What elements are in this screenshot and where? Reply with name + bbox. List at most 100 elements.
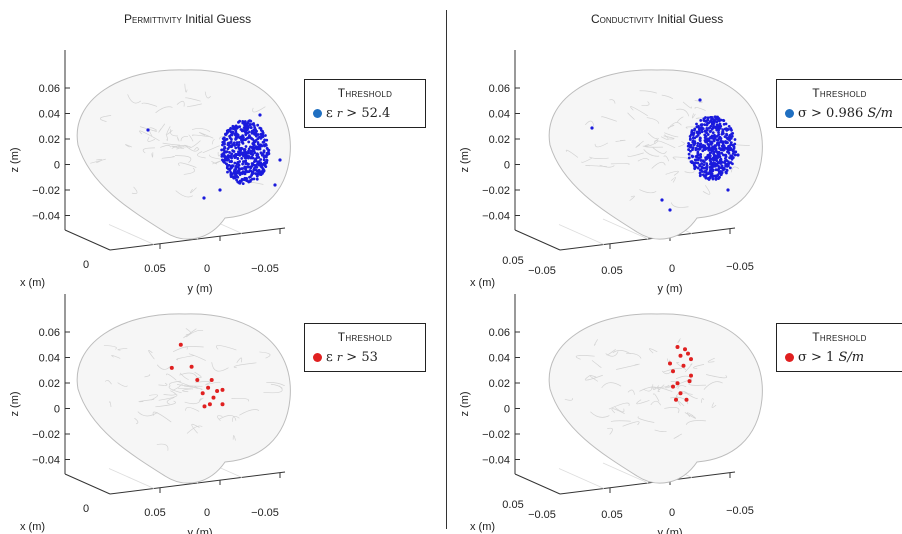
data-point <box>237 140 241 144</box>
y-tick-label: 0.05 <box>144 263 165 275</box>
data-point <box>223 158 227 162</box>
legend-title: Threshold <box>337 86 393 100</box>
data-point <box>258 113 262 117</box>
data-point <box>222 140 226 144</box>
data-point <box>226 143 230 147</box>
data-point <box>699 155 703 158</box>
data-point <box>720 151 724 155</box>
data-point <box>248 130 251 134</box>
data-point <box>696 133 700 137</box>
grid-line <box>558 224 605 245</box>
data-point <box>728 166 732 170</box>
data-point <box>708 158 712 162</box>
data-point <box>254 172 258 176</box>
data-point <box>211 395 216 400</box>
data-point <box>721 153 725 157</box>
data-point <box>707 147 711 151</box>
data-point <box>247 140 251 144</box>
data-point <box>711 175 715 179</box>
data-point <box>719 158 723 162</box>
data-point <box>721 118 725 122</box>
data-point <box>691 155 694 159</box>
data-point <box>711 131 715 135</box>
y-axis-label: y (m) <box>187 283 212 295</box>
data-point <box>721 130 724 134</box>
data-point <box>223 142 226 146</box>
data-point <box>230 152 234 156</box>
data-point <box>234 146 238 150</box>
data-points <box>590 98 740 212</box>
data-point <box>700 129 704 133</box>
plot-conductivity-1: 0.06 0.04 0.02 0 −0.02 −0.04 z (m) 0.05 −0.05 0.0… <box>450 284 890 534</box>
data-point <box>689 373 693 378</box>
data-point <box>263 155 267 158</box>
title-rest: Initial Guess <box>653 12 724 26</box>
legend-marker <box>785 109 794 118</box>
z-tick-label: 0.02 <box>489 378 510 390</box>
data-point <box>236 169 240 173</box>
data-point <box>708 126 712 130</box>
legend-marker <box>785 353 794 362</box>
data-point <box>244 169 248 172</box>
data-point <box>726 160 730 164</box>
data-point <box>712 139 716 143</box>
data-point <box>728 144 732 148</box>
grid-line <box>108 468 155 489</box>
data-point <box>678 391 683 396</box>
data-point <box>710 115 713 119</box>
z-tick-label: 0.02 <box>489 134 510 146</box>
data-point <box>716 142 720 145</box>
data-point <box>694 155 698 158</box>
chart-svg: 0.06 0.04 0.02 0 −0.02 −0.04 z (m) 0 0.05 0 −0.05 x… <box>9 50 291 295</box>
data-point <box>696 142 700 145</box>
data-point <box>723 159 727 163</box>
data-point <box>688 145 691 148</box>
data-point <box>273 183 277 187</box>
data-point <box>169 365 174 370</box>
data-point <box>262 161 266 165</box>
data-point <box>700 123 704 126</box>
legend-label: σ > 1 S/m <box>798 350 865 365</box>
plot-permittivity-52-4: 0.06 0.04 0.02 0 −0.02 −0.04 z (m) 0 0.05 0 −0.05 x… <box>0 40 440 295</box>
data-point <box>724 122 728 126</box>
legend-title: Threshold <box>812 330 867 344</box>
data-point <box>229 154 233 158</box>
data-points <box>169 342 225 409</box>
data-point <box>674 397 678 402</box>
data-point <box>237 167 241 170</box>
y-tick-label: −0.05 <box>251 263 279 275</box>
data-point <box>250 162 254 165</box>
data-point <box>222 149 226 153</box>
data-point <box>146 128 150 132</box>
data-point <box>244 133 248 137</box>
data-point <box>224 138 227 142</box>
data-point <box>702 146 706 150</box>
grid-line <box>108 224 155 245</box>
data-point <box>668 361 672 366</box>
z-axis-label: z (m) <box>9 391 21 416</box>
data-point <box>711 145 715 149</box>
data-point <box>243 172 247 176</box>
legend-marker <box>313 353 322 362</box>
data-point <box>706 116 710 120</box>
data-point <box>718 135 722 139</box>
data-point <box>238 179 242 183</box>
data-point <box>256 160 260 164</box>
data-point <box>726 163 729 167</box>
data-point <box>254 165 257 169</box>
data-point <box>260 153 264 157</box>
data-point <box>710 172 714 176</box>
data-point <box>231 164 235 168</box>
data-point <box>259 128 263 132</box>
data-point <box>731 156 735 160</box>
legend-threshold: Threshold ε r > 53 <box>304 323 426 372</box>
data-point <box>230 138 233 141</box>
data-point <box>702 163 706 167</box>
data-point <box>715 117 718 121</box>
data-point <box>262 150 266 154</box>
data-point <box>697 128 701 131</box>
data-point <box>698 138 702 142</box>
data-point <box>717 171 721 175</box>
x-axis-label: x (m) <box>20 277 45 289</box>
z-tick-label: −0.04 <box>482 455 510 467</box>
